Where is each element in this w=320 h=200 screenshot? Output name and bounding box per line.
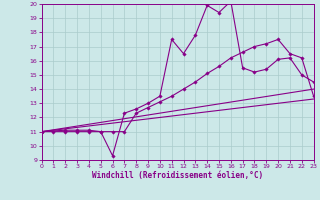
X-axis label: Windchill (Refroidissement éolien,°C): Windchill (Refroidissement éolien,°C) (92, 171, 263, 180)
